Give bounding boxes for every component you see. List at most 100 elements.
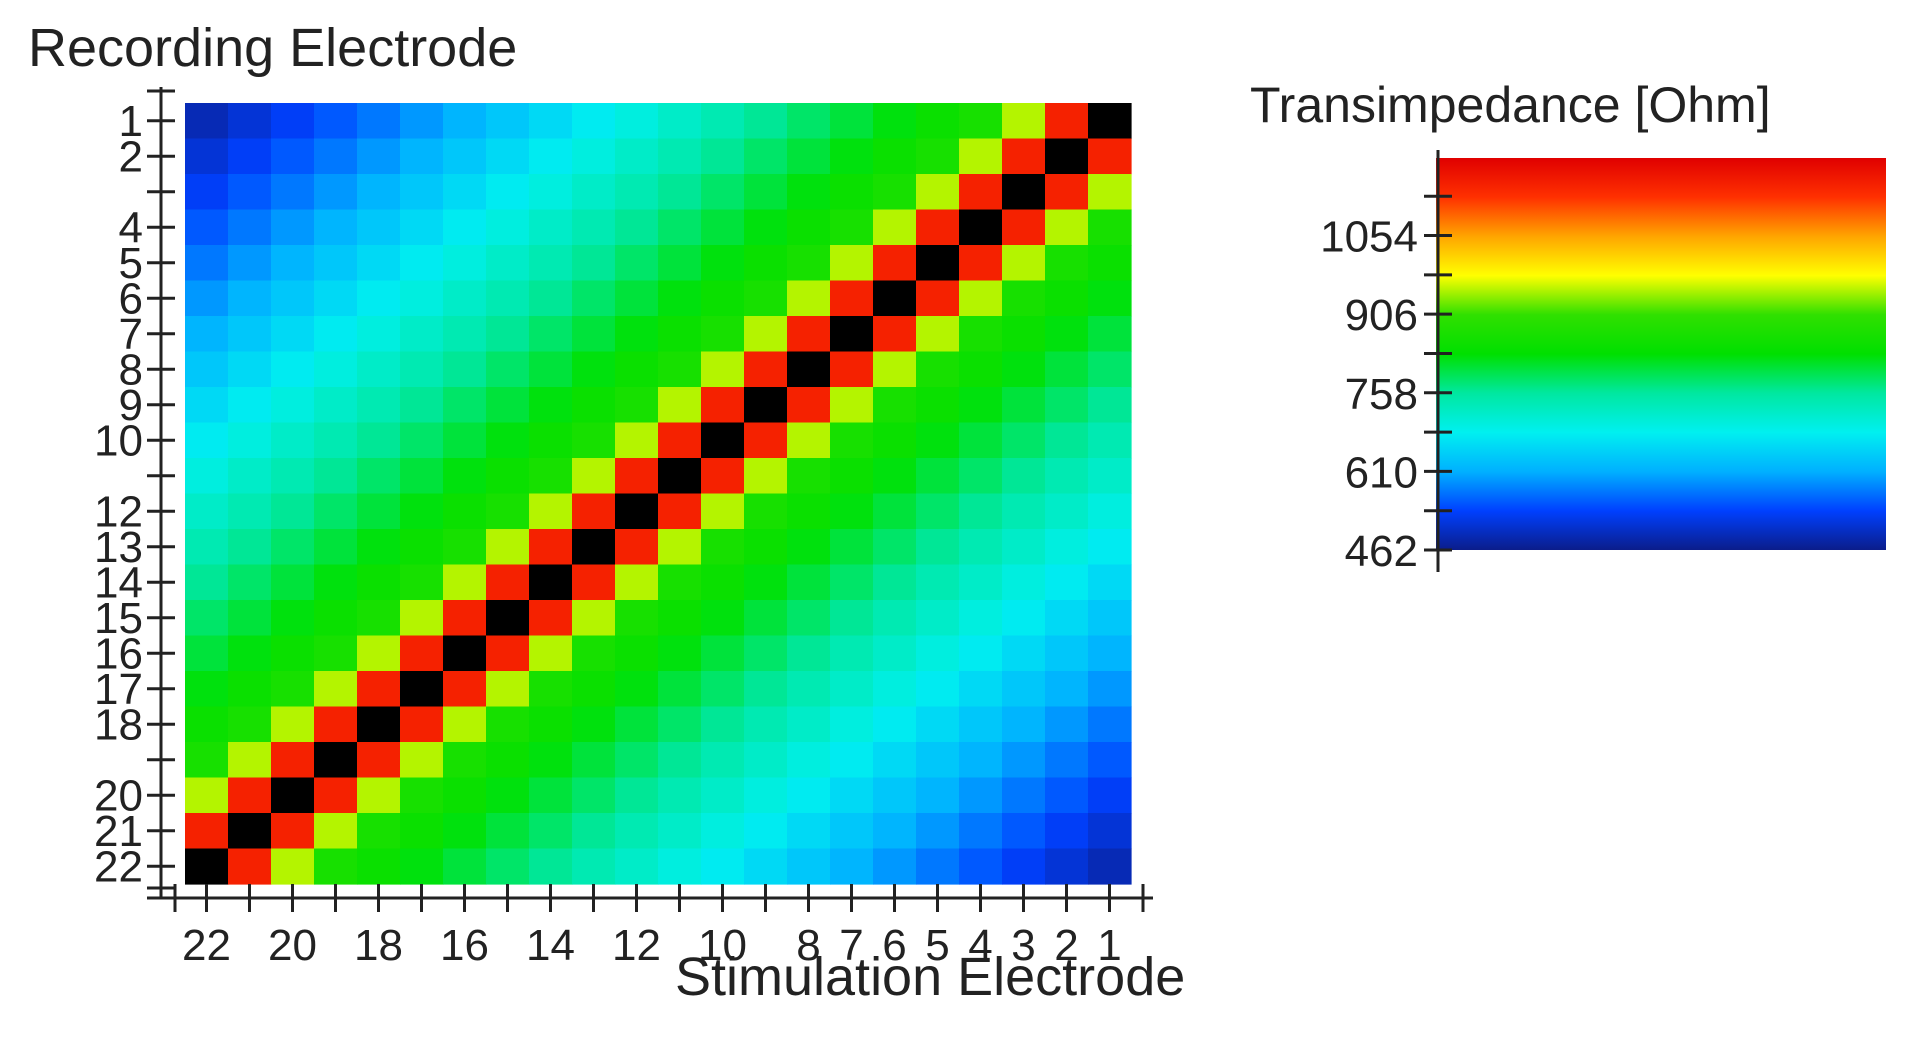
heatmap-cell (443, 742, 487, 779)
heatmap-cell (529, 635, 573, 672)
heatmap-cell (357, 316, 401, 353)
heatmap-cell (959, 138, 1003, 175)
heatmap-cell (443, 564, 487, 601)
heatmap-cell (830, 245, 874, 282)
heatmap-cell (1045, 280, 1089, 317)
heatmap-cell (314, 529, 358, 566)
heatmap-cell (830, 529, 874, 566)
heatmap-cell (959, 706, 1003, 743)
heatmap-cell (959, 671, 1003, 708)
heatmap-cell (314, 387, 358, 424)
heatmap-cell (271, 174, 315, 211)
heatmap-diagonal-cell (228, 813, 272, 850)
heatmap-cell (744, 103, 788, 140)
heatmap-cell (400, 387, 444, 424)
heatmap-cell (959, 174, 1003, 211)
heatmap-cell (658, 777, 702, 814)
heatmap-cell (486, 777, 530, 814)
heatmap-cell (572, 777, 616, 814)
heatmap-cell (916, 458, 960, 495)
heatmap-cell (1088, 813, 1132, 850)
heatmap-cell (529, 138, 573, 175)
heatmap-cell (486, 387, 530, 424)
x-tick-label: 6 (882, 921, 906, 970)
heatmap-cell (400, 458, 444, 495)
y-tick-label: 22 (94, 842, 143, 891)
heatmap-cell (443, 671, 487, 708)
heatmap-diagonal-cell (443, 635, 487, 672)
heatmap-cell (443, 316, 487, 353)
heatmap-cell (873, 422, 917, 459)
heatmap-cell (1045, 493, 1089, 530)
heatmap-cell (701, 777, 745, 814)
heatmap-cell (529, 458, 573, 495)
heatmap-cell (830, 671, 874, 708)
heatmap-cell (228, 564, 272, 601)
heatmap-cell (744, 493, 788, 530)
heatmap-cell (185, 635, 229, 672)
heatmap-cell (701, 138, 745, 175)
heatmap-cell (1002, 742, 1046, 779)
heatmap-cell (357, 138, 401, 175)
heatmap-cell (1002, 706, 1046, 743)
colorbar-title: Transimpedance [Ohm] (1250, 77, 1771, 133)
heatmap-cell (1045, 600, 1089, 637)
heatmap-cell (185, 351, 229, 388)
heatmap-cell (615, 671, 659, 708)
heatmap-cell (744, 422, 788, 459)
heatmap-cell (529, 103, 573, 140)
heatmap-cell (486, 635, 530, 672)
heatmap-cell (314, 422, 358, 459)
heatmap-cell (271, 316, 315, 353)
heatmap-cell (443, 351, 487, 388)
heatmap-cell (185, 245, 229, 282)
heatmap-cell (1045, 671, 1089, 708)
heatmap-cell (1045, 777, 1089, 814)
heatmap-cell (1045, 848, 1089, 885)
heatmap-cell (1002, 245, 1046, 282)
heatmap-cell (658, 600, 702, 637)
heatmap-cell (916, 351, 960, 388)
heatmap-cell (658, 138, 702, 175)
heatmap-cell (873, 671, 917, 708)
heatmap-cell (916, 174, 960, 211)
heatmap-cell (443, 174, 487, 211)
heatmap-cell (572, 671, 616, 708)
heatmap-cell (1088, 209, 1132, 246)
heatmap-cell (1002, 103, 1046, 140)
heatmap-cell (744, 316, 788, 353)
heatmap-cell (744, 529, 788, 566)
heatmap-cell (1045, 529, 1089, 566)
heatmap-cell (228, 848, 272, 885)
heatmap-cell (357, 280, 401, 317)
heatmap-cell (529, 813, 573, 850)
heatmap-cell (400, 209, 444, 246)
heatmap-cell (572, 351, 616, 388)
heatmap-cell (443, 422, 487, 459)
heatmap-cell (959, 529, 1003, 566)
heatmap-cell (314, 209, 358, 246)
heatmap-cell (314, 351, 358, 388)
heatmap-cell (830, 280, 874, 317)
heatmap-cell (1002, 813, 1046, 850)
heatmap-cell (185, 813, 229, 850)
heatmap-cell (228, 103, 272, 140)
heatmap-cell (873, 813, 917, 850)
x-tick-label: 10 (698, 921, 747, 970)
heatmap-cell (959, 387, 1003, 424)
heatmap-cell (314, 600, 358, 637)
heatmap-cell (185, 422, 229, 459)
heatmap-axes (147, 87, 1153, 900)
heatmap-cell (400, 635, 444, 672)
heatmap-cell (959, 280, 1003, 317)
heatmap-cell (615, 529, 659, 566)
heatmap-cell (916, 280, 960, 317)
heatmap-cell (400, 848, 444, 885)
heatmap-cell (916, 671, 960, 708)
heatmap-cell (185, 174, 229, 211)
heatmap-cell (787, 600, 831, 637)
y-axis-title: Recording Electrode (28, 18, 517, 78)
heatmap-cell (314, 813, 358, 850)
heatmap-cell (400, 280, 444, 317)
x-tick-label: 7 (839, 921, 863, 970)
